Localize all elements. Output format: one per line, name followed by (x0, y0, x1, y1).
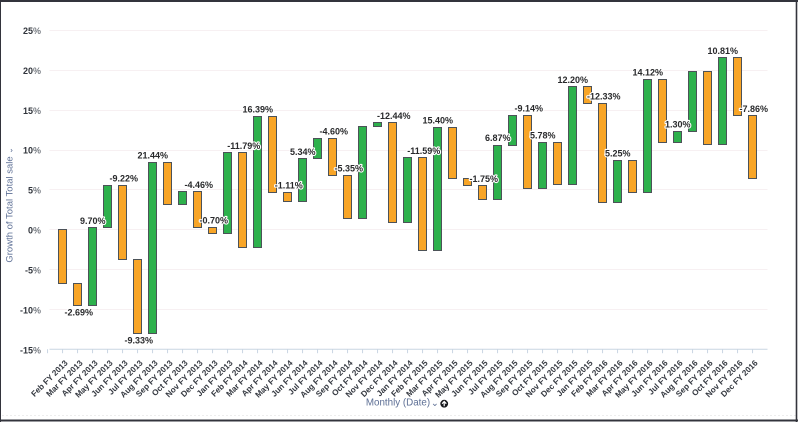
svg-text:16.39%: 16.39% (243, 104, 274, 114)
svg-text:-12.33%: -12.33% (587, 92, 621, 102)
svg-text:-11.59%: -11.59% (407, 146, 440, 156)
svg-text:-0.70%: -0.70% (200, 216, 229, 226)
svg-text:15.40%: 15.40% (423, 115, 454, 125)
svg-text:1.30%: 1.30% (665, 120, 691, 130)
svg-text:-1.75%: -1.75% (470, 174, 499, 184)
svg-text:⌄: ⌄ (431, 398, 439, 409)
svg-text:5.78%: 5.78% (530, 130, 556, 140)
svg-text:9.70%: 9.70% (80, 216, 106, 226)
svg-text:-1.11%: -1.11% (275, 181, 303, 191)
svg-text:-4.60%: -4.60% (320, 127, 349, 137)
svg-text:5.25%: 5.25% (605, 148, 631, 158)
svg-text:-9.33%: -9.33% (125, 336, 154, 346)
svg-text:10%: 10% (23, 146, 41, 156)
svg-text:-11.79%: -11.79% (227, 141, 260, 151)
svg-text:-10%: -10% (20, 306, 41, 316)
svg-text:-4.46%: -4.46% (185, 180, 214, 190)
svg-text:Monthly (Date): Monthly (Date) (366, 398, 430, 409)
svg-text:-12.44%: -12.44% (377, 111, 411, 121)
svg-text:Growth of Total Total sale ⌄: Growth of Total Total sale ⌄ (5, 147, 16, 262)
svg-text:15%: 15% (23, 106, 41, 116)
svg-text:14.12%: 14.12% (633, 67, 664, 77)
svg-text:10.81%: 10.81% (708, 46, 739, 56)
svg-text:12.20%: 12.20% (558, 75, 589, 85)
svg-text:-15%: -15% (20, 345, 41, 355)
svg-text:-5.35%: -5.35% (335, 163, 364, 173)
svg-text:0%: 0% (28, 226, 41, 236)
svg-text:5%: 5% (28, 186, 41, 196)
svg-text:5.34%: 5.34% (290, 147, 316, 157)
svg-text:-2.69%: -2.69% (65, 307, 94, 317)
svg-text:-9.22%: -9.22% (110, 174, 139, 184)
svg-text:21.44%: 21.44% (138, 151, 169, 161)
svg-text:20%: 20% (23, 66, 41, 76)
svg-text:-7.86%: -7.86% (740, 104, 769, 114)
svg-text:25%: 25% (23, 26, 41, 36)
svg-text:-5%: -5% (25, 266, 41, 276)
svg-text:6.87%: 6.87% (485, 133, 511, 143)
svg-text:-9.14%: -9.14% (515, 104, 544, 114)
